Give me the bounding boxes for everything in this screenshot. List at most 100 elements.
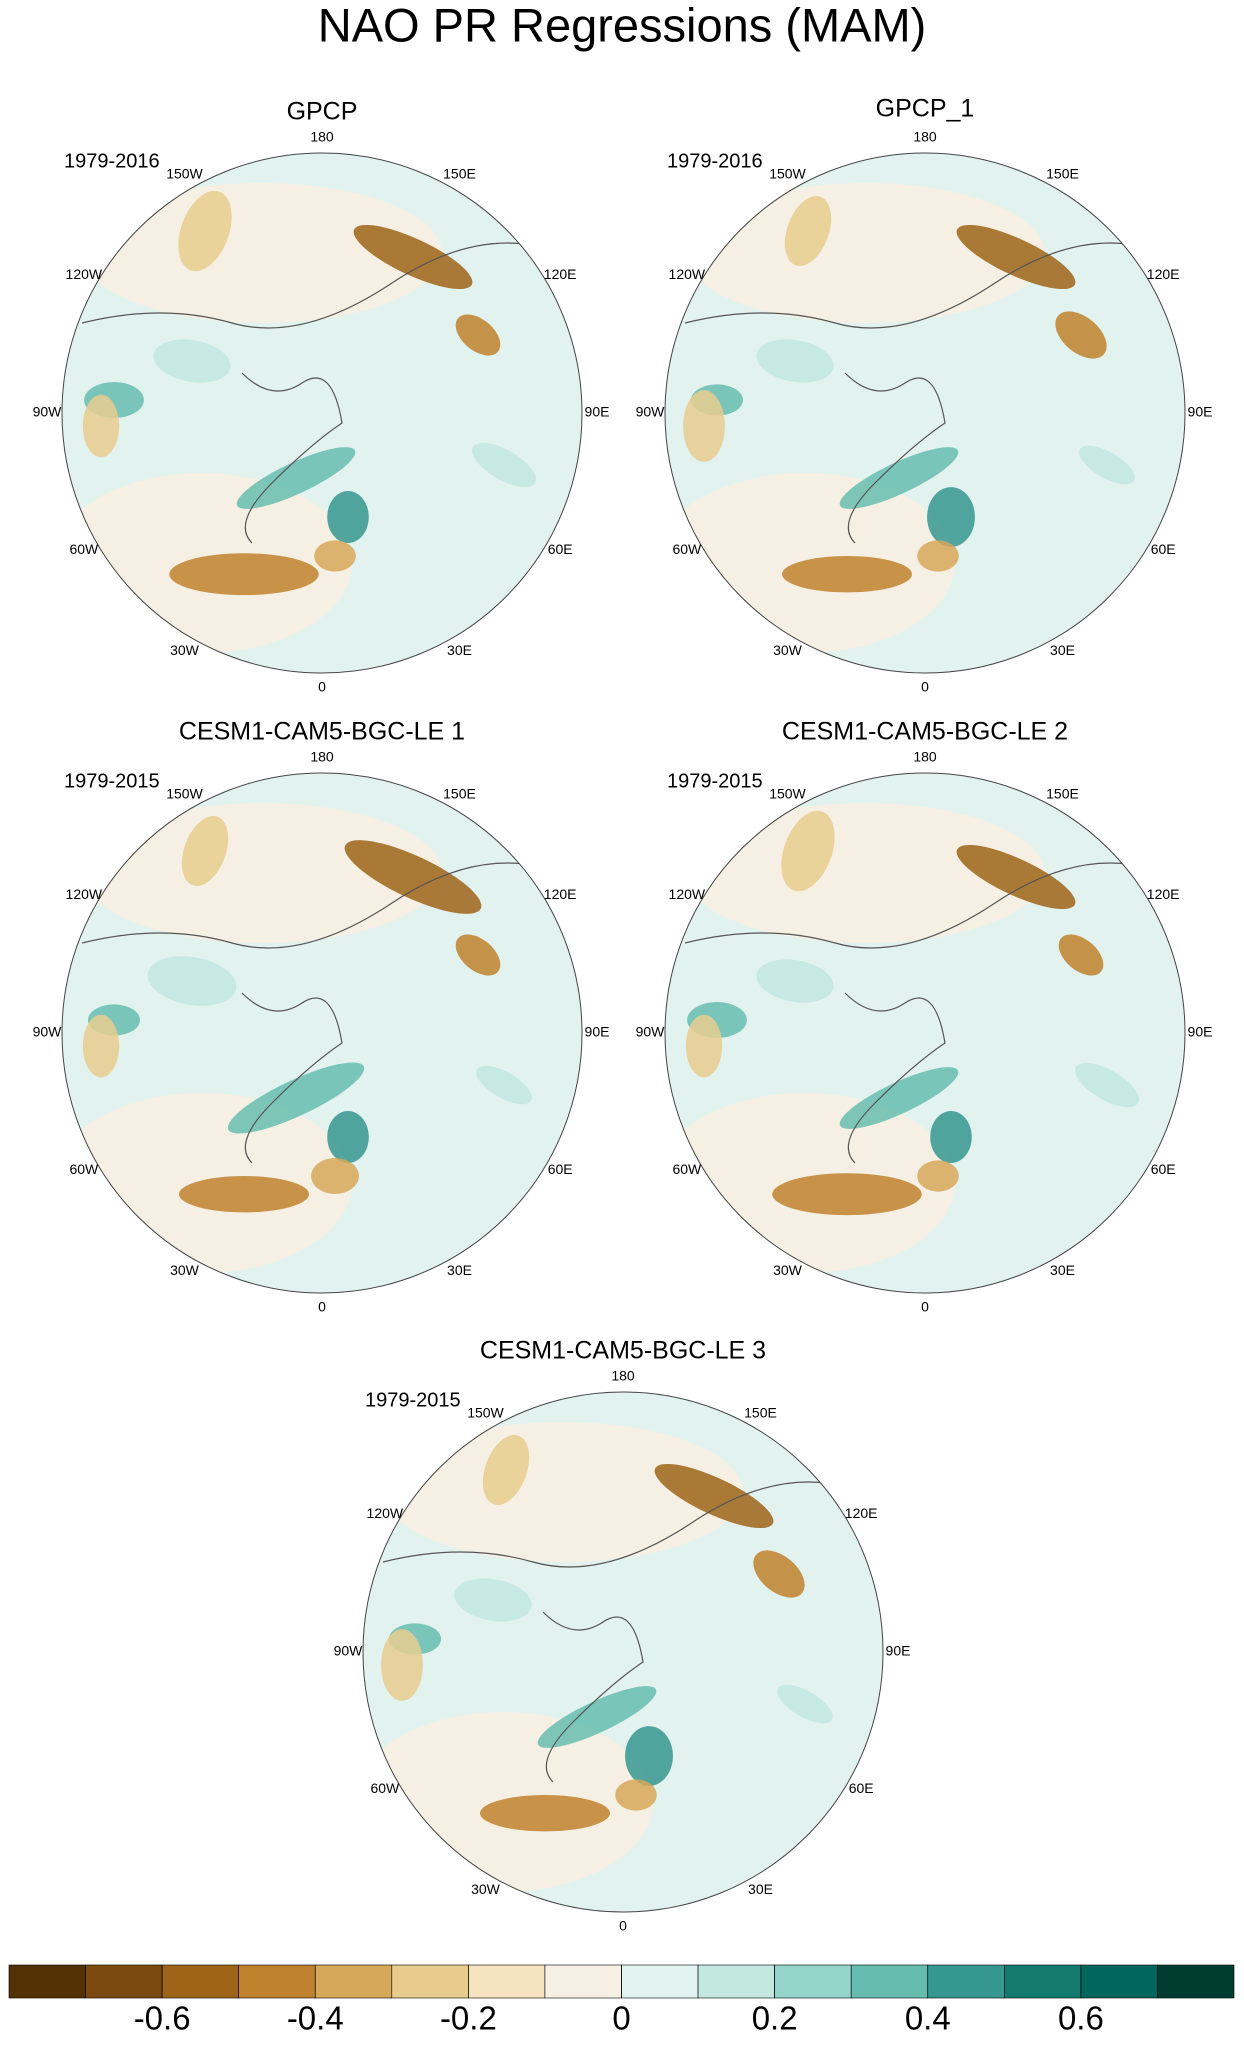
map-blob xyxy=(927,487,975,547)
map-blob xyxy=(917,540,959,572)
longitude-label: 60E xyxy=(849,1780,874,1796)
map-border xyxy=(61,152,583,674)
colorbar-swatch xyxy=(238,1964,316,1999)
map-blob xyxy=(917,1160,959,1192)
panel-period: 1979-2015 xyxy=(667,770,763,792)
longitude-label: 30W xyxy=(170,642,200,658)
map-blob xyxy=(756,339,834,383)
longitude-label: 90W xyxy=(636,1024,666,1040)
longitude-label: 90E xyxy=(1188,1024,1213,1040)
map-blob xyxy=(311,1158,359,1194)
longitude-label: 0 xyxy=(921,679,929,695)
map-blob xyxy=(839,1067,959,1129)
longitude-label: 120W xyxy=(669,266,706,282)
longitude-label: 30W xyxy=(471,1881,501,1897)
map-blob xyxy=(327,491,369,543)
map xyxy=(363,1392,883,1912)
map-region xyxy=(383,1422,743,1562)
map-border xyxy=(664,772,1186,1294)
longitude-label: 120W xyxy=(669,886,706,902)
map-blob xyxy=(227,1062,365,1134)
panel-period: 1979-2016 xyxy=(667,150,763,172)
longitude-label: 150E xyxy=(443,786,476,802)
longitude-label: 30E xyxy=(447,1262,472,1278)
longitude-label: 90W xyxy=(334,1643,364,1659)
map-blob xyxy=(381,1629,423,1701)
longitude-label: 120E xyxy=(845,1505,878,1521)
longitude-label: 0 xyxy=(921,1299,929,1315)
map-region xyxy=(82,183,442,323)
colorbar-tick-label: 0.2 xyxy=(752,2000,798,2037)
map-blob xyxy=(455,314,501,356)
map-blob xyxy=(82,1014,120,1078)
longitude-label: 120E xyxy=(544,886,577,902)
map-border xyxy=(362,1391,884,1913)
map-blob xyxy=(772,1173,922,1216)
coastline xyxy=(684,862,1166,949)
longitude-label: 150W xyxy=(166,166,203,182)
map-region xyxy=(82,803,442,943)
colorbar-swatch xyxy=(697,1964,775,1999)
longitude-label: 60E xyxy=(548,1161,573,1177)
panel-title: CESM1-CAM5-BGC-LE 1 xyxy=(179,718,465,746)
longitude-label: 150E xyxy=(744,1405,777,1421)
map-blob xyxy=(82,394,120,458)
map-blob xyxy=(178,190,232,272)
longitude-label: 60E xyxy=(1151,541,1176,557)
longitude-label: 90W xyxy=(636,404,666,420)
longitude-label: 120E xyxy=(544,266,577,282)
colorbar-swatch xyxy=(8,1964,86,1999)
longitude-label: 30W xyxy=(773,642,803,658)
map-blob xyxy=(472,442,536,488)
longitude-label: 60W xyxy=(672,541,702,557)
longitude-label: 120W xyxy=(66,266,103,282)
longitude-label: 120E xyxy=(1147,266,1180,282)
map-blob xyxy=(930,1111,972,1163)
longitude-label: 30W xyxy=(170,1262,200,1278)
panel-title: CESM1-CAM5-BGC-LE 2 xyxy=(782,718,1068,746)
colorbar-swatch xyxy=(850,1964,929,1999)
longitude-label: 120W xyxy=(66,886,103,902)
longitude-label: 90W xyxy=(33,1024,63,1040)
map-blob xyxy=(615,1779,657,1811)
map-blob xyxy=(956,844,1076,910)
longitude-label: 30E xyxy=(748,1881,773,1897)
colorbar-swatch xyxy=(544,1964,622,1999)
map-blob xyxy=(781,810,835,892)
map-blob xyxy=(236,447,356,509)
map-blob xyxy=(1079,445,1135,485)
longitude-label: 60W xyxy=(69,541,99,557)
colorbar-swatch xyxy=(774,1964,852,1999)
map xyxy=(665,153,1185,673)
coastline xyxy=(241,992,343,1164)
colorbar-tick-label: -0.2 xyxy=(440,2000,497,2037)
map-blob xyxy=(353,224,473,290)
longitude-label: 90E xyxy=(585,1024,610,1040)
colorbar-swatch xyxy=(1080,1964,1158,1999)
colorbar-swatch xyxy=(1004,1964,1082,1999)
map-blob xyxy=(480,1795,610,1832)
map-blob xyxy=(537,1686,657,1748)
longitude-label: 90E xyxy=(585,404,610,420)
longitude-label: 150E xyxy=(1046,786,1079,802)
longitude-label: 150W xyxy=(769,786,806,802)
longitude-label: 150E xyxy=(1046,166,1079,182)
longitude-label: 150W xyxy=(166,786,203,802)
map xyxy=(62,153,582,673)
colorbar-swatch xyxy=(85,1964,163,1999)
map-blob xyxy=(314,540,356,572)
map-blob xyxy=(625,1726,673,1786)
longitude-label: 180 xyxy=(310,129,334,145)
map-blob xyxy=(654,1463,774,1529)
longitude-label: 180 xyxy=(611,1368,635,1384)
panel-period: 1979-2015 xyxy=(64,770,160,792)
map-blob xyxy=(784,196,832,266)
map-blob xyxy=(683,390,725,462)
map-blob xyxy=(1075,1062,1139,1108)
map-blob xyxy=(756,959,834,1003)
colorbar-swatch xyxy=(1157,1964,1235,1999)
coastline xyxy=(844,372,946,544)
colorbar-tick-label: -0.4 xyxy=(287,2000,344,2037)
longitude-label: 90E xyxy=(886,1643,911,1659)
map-blob xyxy=(169,553,319,596)
